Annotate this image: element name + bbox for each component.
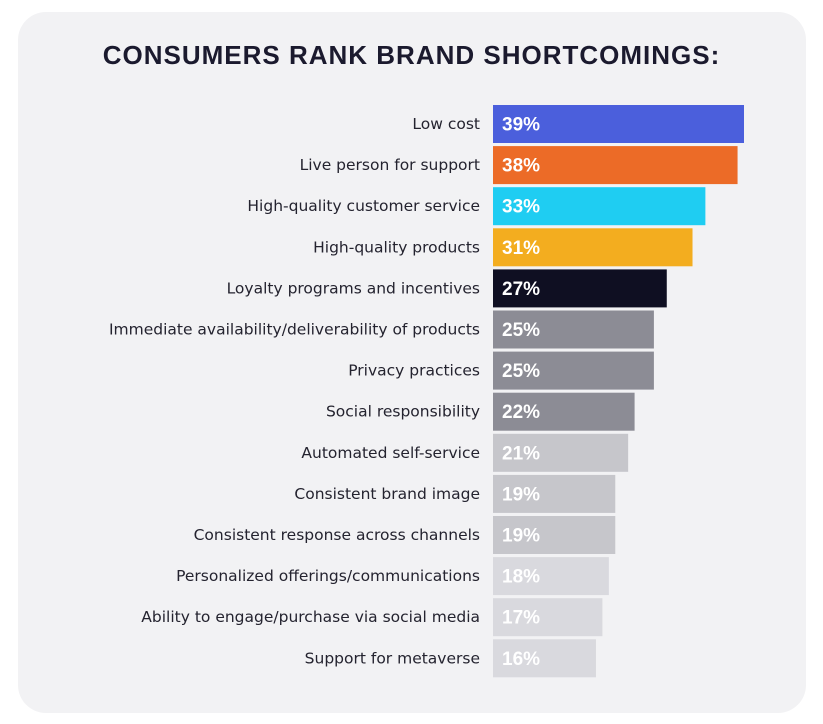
bar	[493, 516, 616, 554]
value-label: 19%	[502, 484, 540, 505]
value-label: 38%	[502, 156, 540, 177]
bar	[493, 474, 616, 513]
category-label: Low cost	[412, 115, 480, 133]
value-label: 39%	[502, 115, 540, 136]
value-label: 33%	[502, 197, 540, 218]
value-label: 17%	[502, 608, 540, 629]
bar	[493, 310, 654, 349]
category-label: Immediate availability/deliverability of…	[109, 321, 480, 339]
bar	[493, 187, 706, 226]
value-label: 19%	[502, 526, 540, 547]
bar	[493, 105, 744, 143]
bar	[493, 146, 738, 185]
chart-title: CONSUMERS RANK BRAND SHORTCOMINGS:	[102, 40, 721, 70]
category-label: Privacy practices	[348, 362, 480, 380]
category-label: High-quality customer service	[247, 197, 480, 215]
category-label: High-quality products	[313, 238, 480, 256]
bar	[493, 598, 603, 637]
bar	[493, 557, 609, 596]
bar	[493, 351, 654, 390]
bar	[493, 269, 667, 308]
bar	[493, 392, 635, 431]
value-label: 16%	[502, 649, 540, 670]
category-label: Support for metaverse	[305, 649, 480, 667]
value-label: 25%	[502, 320, 540, 341]
category-label: Ability to engage/purchase via social me…	[141, 608, 480, 626]
bar	[493, 228, 693, 267]
category-label: Personalized offerings/communications	[176, 567, 480, 585]
value-label: 31%	[502, 238, 540, 259]
value-label: 22%	[502, 402, 540, 423]
category-label: Live person for support	[300, 156, 480, 174]
value-label: 27%	[502, 279, 540, 300]
value-label: 18%	[502, 567, 540, 588]
category-label: Automated self-service	[301, 444, 480, 462]
category-label: Consistent response across channels	[194, 526, 480, 544]
category-label: Social responsibility	[326, 403, 480, 421]
category-label: Loyalty programs and incentives	[227, 279, 480, 297]
value-label: 25%	[502, 361, 540, 382]
bar	[493, 639, 596, 678]
category-label: Consistent brand image	[294, 485, 480, 503]
value-label: 21%	[502, 443, 540, 464]
bar	[493, 433, 629, 472]
